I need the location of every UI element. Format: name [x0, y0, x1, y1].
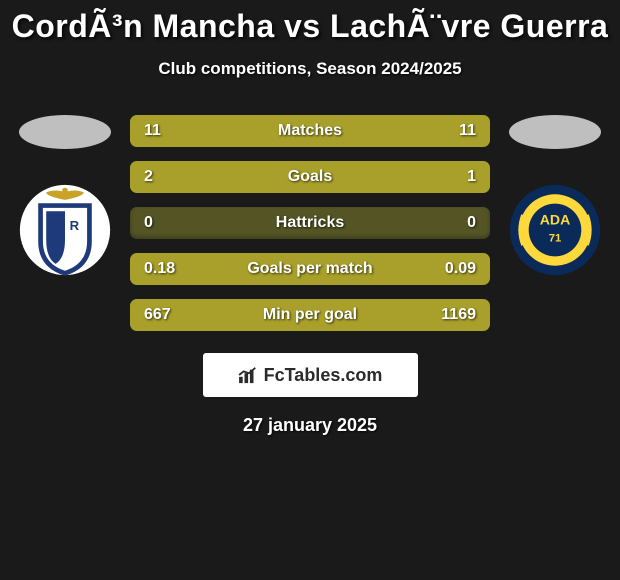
branding-text: FcTables.com [264, 365, 383, 386]
player-right-avatar [509, 115, 601, 149]
stat-bar: 2 Goals 1 [130, 161, 490, 193]
stat-value-right: 1 [436, 168, 476, 186]
stat-label: Matches [278, 122, 342, 140]
stat-value-right: 0.09 [436, 260, 476, 278]
player-right-column: ADA 71 [500, 115, 610, 277]
stat-bar: 0.18 Goals per match 0.09 [130, 253, 490, 285]
stat-bar: 667 Min per goal 1169 [130, 299, 490, 331]
svg-text:71: 71 [549, 232, 562, 244]
club-crest-right: ADA 71 [508, 183, 602, 277]
subtitle: Club competitions, Season 2024/2025 [0, 59, 620, 79]
stat-value-right: 1169 [436, 306, 476, 324]
infographic-root: CordÃ³n Mancha vs LachÃ¨vre Guerra Club … [0, 0, 620, 436]
stat-label: Goals per match [247, 260, 372, 278]
stat-value-left: 0 [144, 214, 184, 232]
stat-value-left: 2 [144, 168, 184, 186]
stat-label: Min per goal [263, 306, 357, 324]
stat-value-right: 11 [436, 122, 476, 140]
club-crest-left-svg: R [18, 183, 112, 277]
svg-text:R: R [70, 218, 80, 233]
stats-column: 11 Matches 11 2 Goals 1 0 Hattricks 0 0.18 Goals p… [130, 115, 490, 331]
branding-box: FcTables.com [203, 353, 418, 397]
page-title: CordÃ³n Mancha vs LachÃ¨vre Guerra [0, 8, 620, 45]
stat-label: Goals [288, 168, 332, 186]
club-crest-left: R [18, 183, 112, 277]
stat-label: Hattricks [276, 214, 344, 232]
stat-value-left: 11 [144, 122, 184, 140]
stat-bar: 0 Hattricks 0 [130, 207, 490, 239]
comparison-row: R 11 Matches 11 2 Goals 1 0 Hattricks 0 0.18 Goals… [0, 115, 620, 331]
stat-value-right: 0 [436, 214, 476, 232]
date-label: 27 january 2025 [0, 415, 620, 436]
club-crest-right-svg: ADA 71 [508, 183, 602, 277]
stat-value-left: 667 [144, 306, 184, 324]
player-left-avatar [19, 115, 111, 149]
stat-bar: 11 Matches 11 [130, 115, 490, 147]
svg-text:ADA: ADA [540, 211, 571, 227]
stat-value-left: 0.18 [144, 260, 184, 278]
player-left-column: R [10, 115, 120, 277]
bar-chart-icon [238, 366, 260, 384]
